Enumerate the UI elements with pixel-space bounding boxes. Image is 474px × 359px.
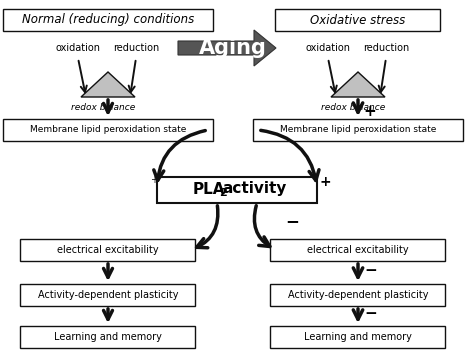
Text: Membrane lipid peroxidation state: Membrane lipid peroxidation state [30, 126, 186, 135]
Text: redox balance: redox balance [71, 103, 135, 112]
Text: oxidation: oxidation [55, 43, 100, 53]
FancyBboxPatch shape [20, 326, 195, 348]
Text: Learning and memory: Learning and memory [54, 332, 162, 342]
Text: Membrane lipid peroxidation state: Membrane lipid peroxidation state [280, 126, 436, 135]
Text: −: − [365, 263, 377, 278]
Text: electrical excitability: electrical excitability [57, 245, 159, 255]
Polygon shape [81, 72, 135, 97]
FancyBboxPatch shape [3, 9, 213, 31]
FancyBboxPatch shape [20, 239, 195, 261]
Text: 2: 2 [219, 188, 227, 198]
FancyBboxPatch shape [271, 239, 446, 261]
Text: Learning and memory: Learning and memory [304, 332, 412, 342]
Text: reduction: reduction [363, 43, 409, 53]
FancyBboxPatch shape [20, 284, 195, 306]
Text: +: + [364, 104, 376, 119]
Polygon shape [331, 72, 385, 97]
Text: PLA: PLA [193, 182, 225, 196]
Text: Oxidative stress: Oxidative stress [310, 14, 406, 27]
FancyBboxPatch shape [271, 326, 446, 348]
Text: +: + [150, 175, 158, 185]
Text: Aging: Aging [199, 38, 267, 58]
Text: Activity-dependent plasticity: Activity-dependent plasticity [38, 290, 178, 300]
FancyBboxPatch shape [157, 177, 317, 203]
Text: electrical excitability: electrical excitability [307, 245, 409, 255]
Text: Normal (reducing) conditions: Normal (reducing) conditions [22, 14, 194, 27]
FancyArrow shape [178, 30, 276, 66]
Text: −: − [365, 307, 377, 322]
FancyBboxPatch shape [271, 284, 446, 306]
Text: activity: activity [223, 182, 287, 196]
Text: +: + [319, 175, 331, 189]
Text: oxidation: oxidation [306, 43, 350, 53]
FancyBboxPatch shape [275, 9, 440, 31]
Text: −: − [285, 212, 299, 230]
FancyBboxPatch shape [3, 119, 213, 141]
FancyBboxPatch shape [253, 119, 463, 141]
Text: redox balance: redox balance [321, 103, 385, 112]
Text: reduction: reduction [113, 43, 159, 53]
Text: Activity-dependent plasticity: Activity-dependent plasticity [288, 290, 428, 300]
